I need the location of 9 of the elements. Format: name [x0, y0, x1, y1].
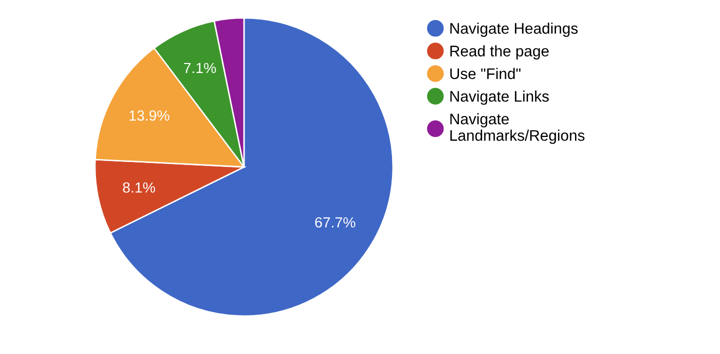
legend-label: Navigate Links	[450, 90, 549, 105]
legend-label: Use "Find"	[450, 68, 520, 80]
legend-label: Read the page	[450, 45, 549, 60]
legend-label: Navigate Headings	[450, 22, 578, 37]
data-label: 67.7%	[315, 217, 356, 228]
data-label: 13.9%	[130, 110, 170, 121]
data-label: 8.1%	[122, 182, 156, 193]
legend-label: Navigate Landmarks/Regions	[450, 113, 584, 144]
data-label: 7.1%	[184, 62, 216, 74]
